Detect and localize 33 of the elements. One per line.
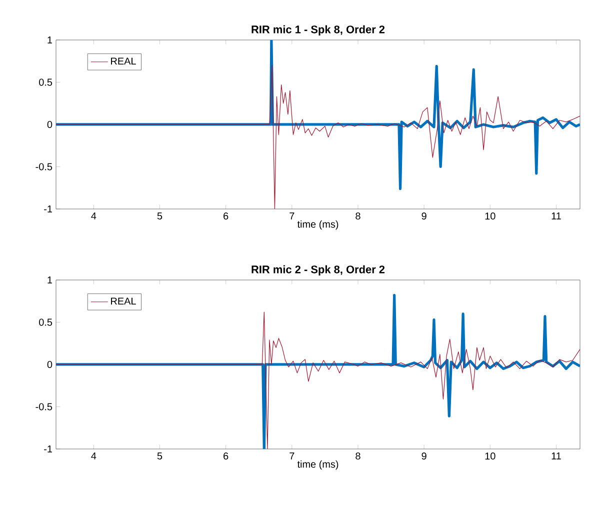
y-tick-label: 1 <box>48 276 52 284</box>
x-tick-label: 9 <box>422 212 426 220</box>
x-tick-label: 5 <box>157 212 162 220</box>
y-tick-label: 0 <box>47 120 52 128</box>
x-tick-label: 7 <box>290 212 294 220</box>
chart-title: RIR mic 2 - Spk 8, Order 2 <box>252 265 385 276</box>
x-tick-label: 8 <box>356 452 360 460</box>
x-tick-label: 7 <box>290 452 294 460</box>
x-tick-label: 11 <box>552 452 561 460</box>
x-tick-label: 5 <box>157 452 162 460</box>
x-tick-label: 6 <box>224 452 228 460</box>
y-tick-label: -1 <box>44 206 52 212</box>
y-tick-label: -1 <box>44 446 52 452</box>
y-tick-label: -0.5 <box>36 163 52 170</box>
y-tick-label: 1 <box>48 36 52 44</box>
y-tick-label: 0.5 <box>39 78 52 86</box>
x-tick-label: 11 <box>552 212 561 220</box>
x-axis-title: time (ms) <box>297 220 338 230</box>
x-tick-label: 10 <box>485 452 496 460</box>
x-tick-label: 4 <box>91 452 96 460</box>
x-tick-label: 4 <box>91 212 96 220</box>
x-tick-label: 6 <box>224 212 228 220</box>
chart-title: RIR mic 1 - Spk 8, Order 2 <box>252 25 385 36</box>
line-series <box>56 65 580 209</box>
x-tick-label: 8 <box>356 212 360 220</box>
x-axis-title: time (ms) <box>297 460 338 470</box>
legend-label: REAL <box>111 298 136 305</box>
y-tick-label: 0.5 <box>39 318 52 326</box>
y-tick-label: 0 <box>47 360 52 368</box>
legend-label: REAL <box>111 58 136 65</box>
y-tick-label: -0.5 <box>36 403 52 410</box>
x-tick-label: 10 <box>485 212 496 220</box>
x-tick-label: 9 <box>422 452 426 460</box>
